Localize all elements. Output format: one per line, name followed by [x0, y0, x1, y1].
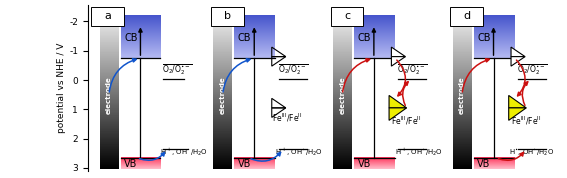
Bar	[211, 7, 244, 26]
Bar	[91, 7, 124, 26]
Text: H$^{\bullet}$, OH$^{\bullet}$/H$_2$O: H$^{\bullet}$, OH$^{\bullet}$/H$_2$O	[509, 147, 554, 158]
Text: H$^+$, OH$^{\bullet}$/H$_2$O: H$^+$, OH$^{\bullet}$/H$_2$O	[395, 146, 443, 158]
Text: c: c	[344, 11, 350, 21]
Text: VB: VB	[124, 159, 137, 169]
Polygon shape	[389, 95, 407, 108]
Bar	[331, 7, 363, 26]
Text: CB: CB	[238, 33, 251, 43]
Bar	[450, 7, 483, 26]
Text: H$^+$, OH$^{\bullet}$/H$_2$O: H$^+$, OH$^{\bullet}$/H$_2$O	[160, 146, 208, 158]
Text: $\overline{\rm O_2/O_2^{\bullet-}}$: $\overline{\rm O_2/O_2^{\bullet-}}$	[517, 63, 547, 77]
Polygon shape	[509, 108, 526, 120]
Text: a: a	[104, 11, 111, 21]
Text: Fe$^{\rm III}$/Fe$^{\rm II}$: Fe$^{\rm III}$/Fe$^{\rm II}$	[272, 111, 302, 124]
Polygon shape	[511, 57, 525, 66]
Text: Fe$^{\rm III}$/Fe$^{\rm II}$: Fe$^{\rm III}$/Fe$^{\rm II}$	[511, 114, 541, 127]
Polygon shape	[389, 108, 407, 120]
Text: electrode: electrode	[459, 76, 465, 114]
Text: $\overline{\rm O_2/O_2^{\bullet-}}$: $\overline{\rm O_2/O_2^{\bullet-}}$	[278, 63, 308, 77]
Polygon shape	[391, 47, 405, 57]
Text: CB: CB	[358, 33, 371, 43]
Text: electrode: electrode	[339, 76, 345, 114]
Polygon shape	[509, 95, 526, 108]
Text: VB: VB	[358, 159, 371, 169]
Polygon shape	[391, 57, 405, 66]
Text: b: b	[224, 11, 231, 21]
Polygon shape	[511, 47, 525, 57]
Text: CB: CB	[124, 33, 138, 43]
Y-axis label: potential vs NHE / V: potential vs NHE / V	[57, 43, 66, 133]
Text: Fe$^{\rm III}$/Fe$^{\rm II}$: Fe$^{\rm III}$/Fe$^{\rm II}$	[391, 114, 422, 127]
Text: H$^+$, OH$^{\bullet}$/H$_2$O: H$^+$, OH$^{\bullet}$/H$_2$O	[275, 146, 323, 158]
Text: VB: VB	[477, 159, 490, 169]
Text: $\overline{\rm O_2/O_2^{\bullet-}}$: $\overline{\rm O_2/O_2^{\bullet-}}$	[162, 63, 193, 77]
Text: d: d	[463, 11, 470, 21]
Text: electrode: electrode	[219, 76, 226, 114]
Text: electrode: electrode	[106, 76, 112, 114]
Text: CB: CB	[477, 33, 490, 43]
Text: $\overline{\rm O_2/O_2^{\bullet-}}$: $\overline{\rm O_2/O_2^{\bullet-}}$	[397, 63, 428, 77]
Text: VB: VB	[238, 159, 251, 169]
